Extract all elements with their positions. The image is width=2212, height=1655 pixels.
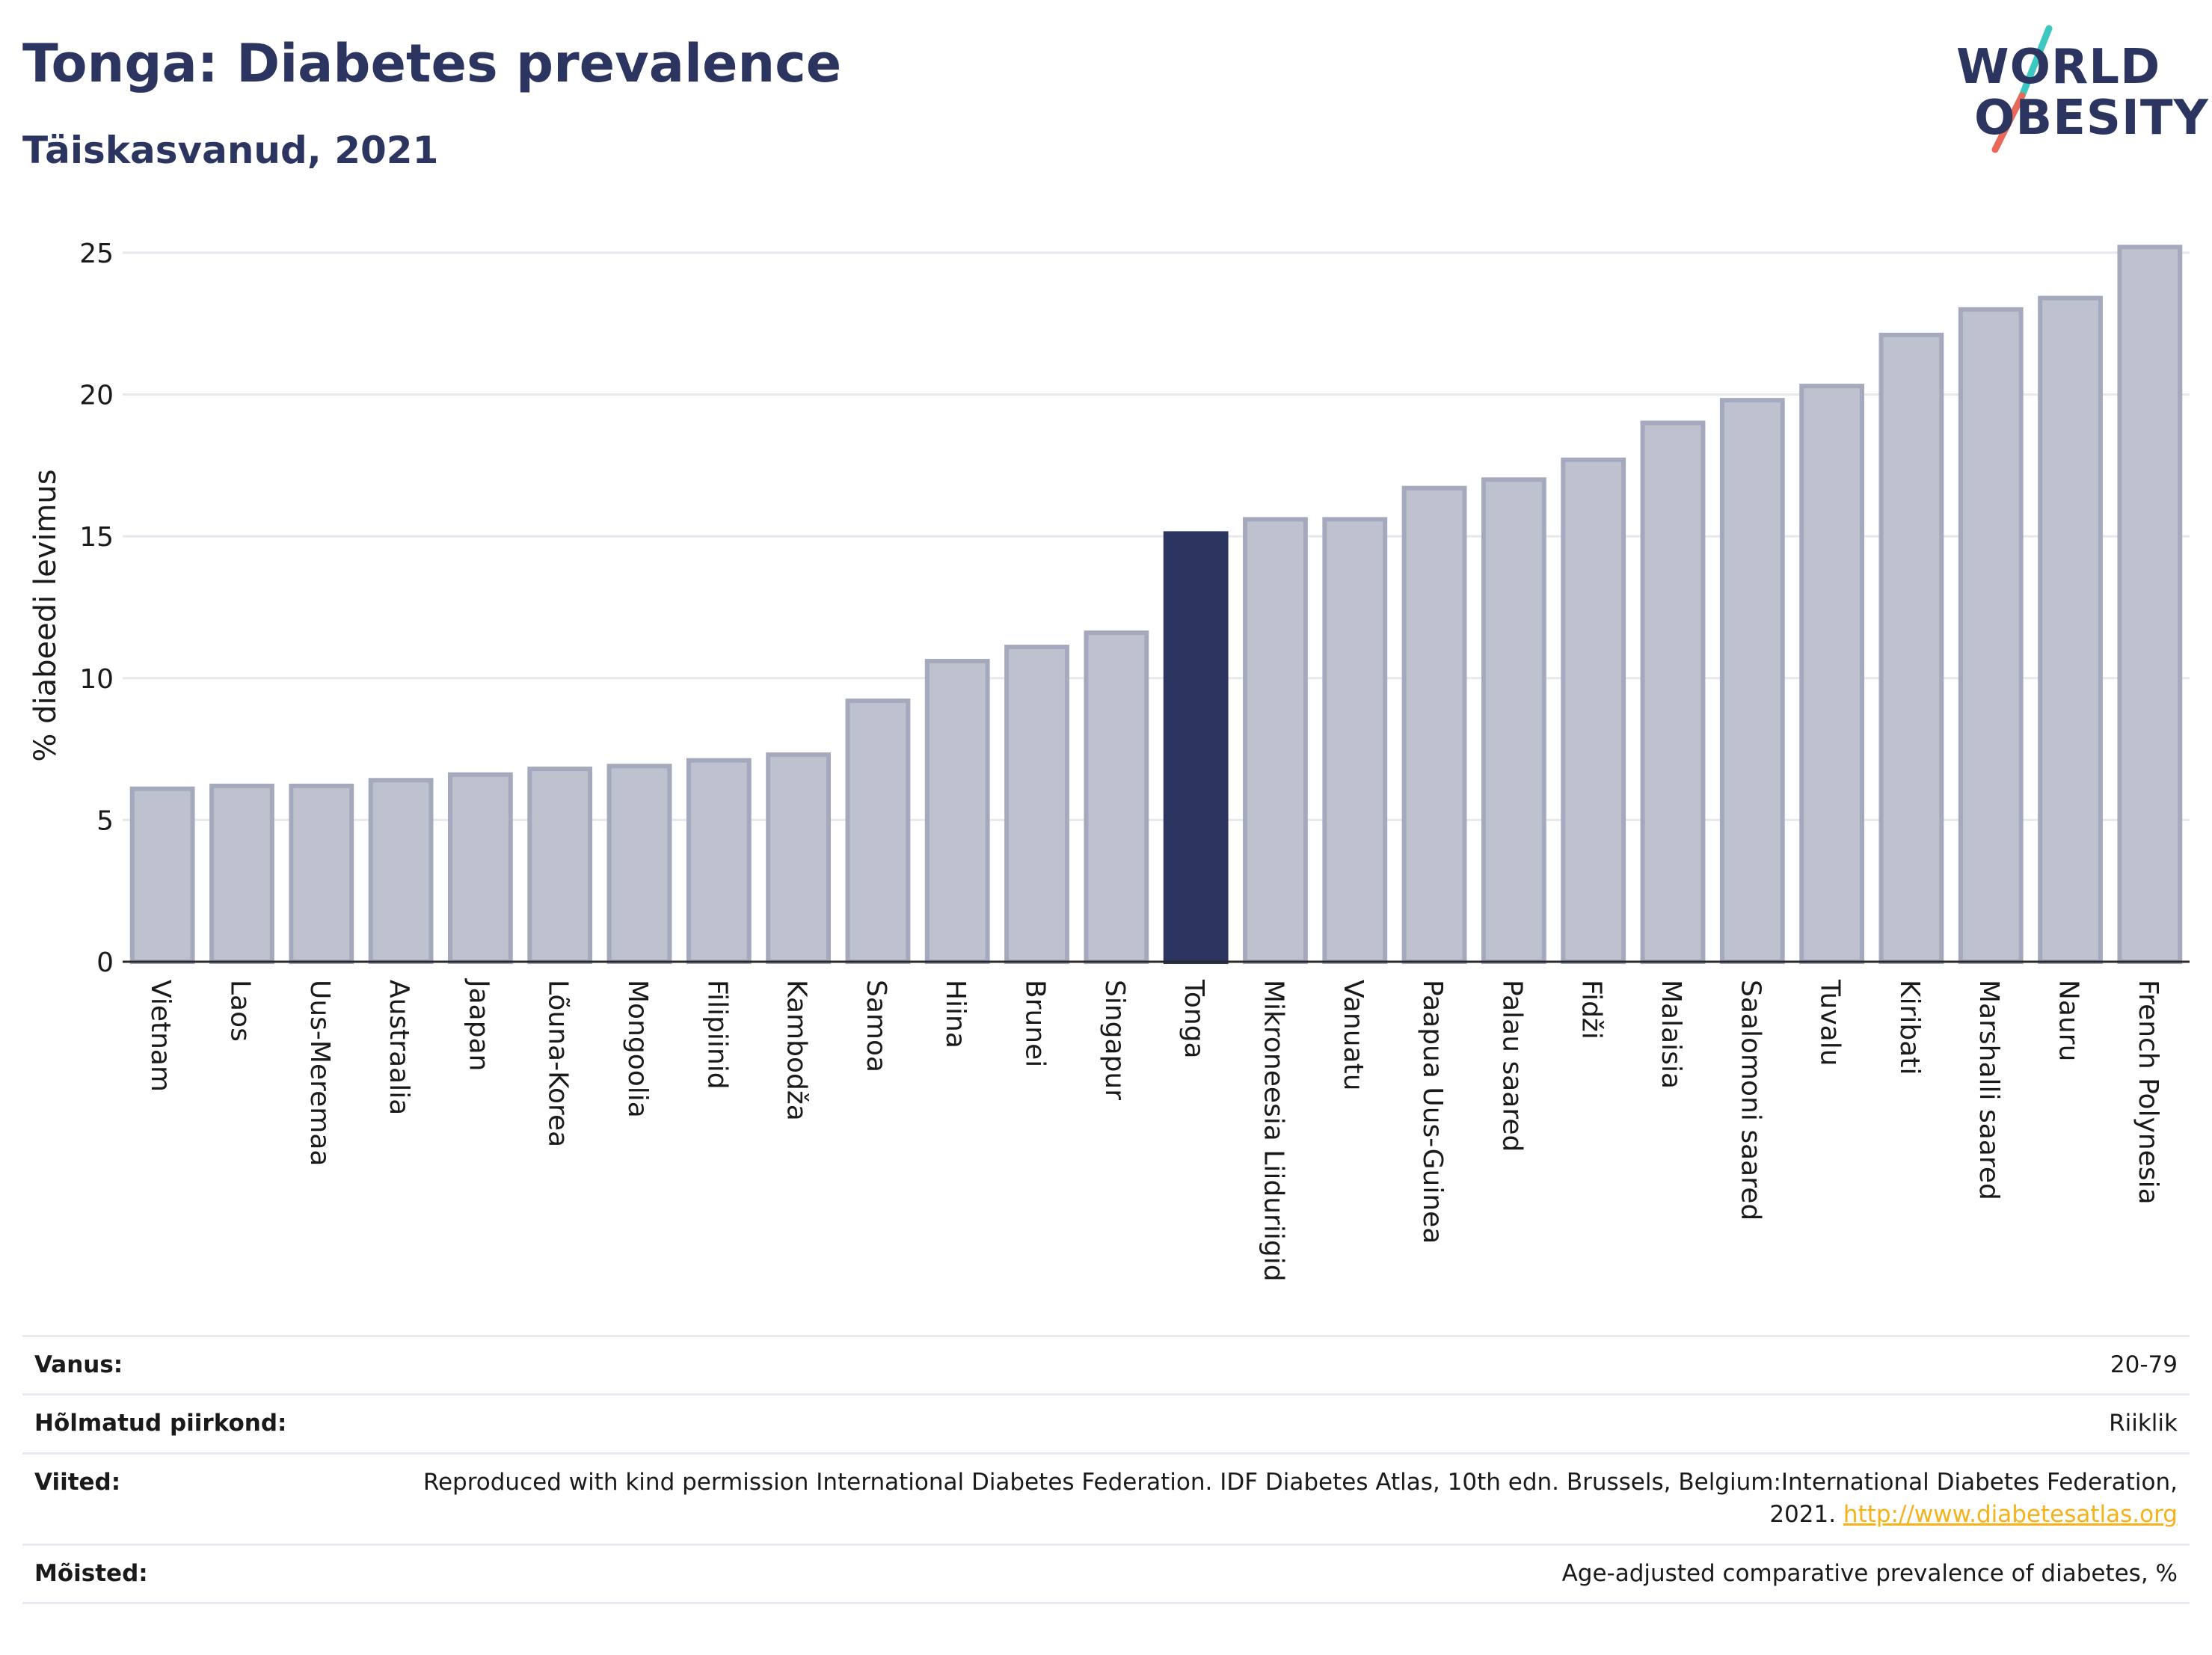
y-tick-label: 10 bbox=[79, 664, 114, 695]
bar-kiribati[interactable] bbox=[1878, 332, 1944, 964]
bar-jaapan[interactable] bbox=[447, 772, 513, 964]
x-axis-labels: Vietnam Laos Uus-Meremaa Austraalia Jaapan Lõ… bbox=[145, 978, 2163, 1282]
bar-tonga[interactable] bbox=[1163, 531, 1229, 964]
y-axis-ticks: 0 5 10 15 20 25 bbox=[79, 239, 114, 978]
bar-nauru[interactable] bbox=[2038, 295, 2103, 965]
info-row: Viited: Reproduced with kind permission I… bbox=[22, 1452, 2190, 1545]
logo-text-obesity: OBESITY bbox=[1974, 90, 2209, 146]
logo-slash-icon bbox=[1991, 25, 2053, 153]
info-value: Reproduced with kind permission Internat… bbox=[408, 1452, 2190, 1545]
x-tick-label: Malaisia bbox=[1656, 980, 1686, 1089]
logo-text-world: WORLD bbox=[1956, 40, 2161, 95]
x-tick-label: Vietnam bbox=[145, 980, 176, 1092]
bar-fid-i[interactable] bbox=[1561, 457, 1626, 964]
info-key: Mõisted: bbox=[22, 1543, 408, 1604]
x-tick-label: Uus-Meremaa bbox=[304, 980, 335, 1166]
x-tick-label: Tuvalu bbox=[1815, 979, 1846, 1066]
bar-singapur[interactable] bbox=[1084, 630, 1149, 964]
source-link[interactable]: http://www.diabetesatlas.org bbox=[1843, 1501, 2178, 1529]
x-tick-label: Saalomoni saared bbox=[1735, 980, 1766, 1220]
x-tick-label: Filipiinid bbox=[701, 980, 732, 1090]
bar-vanuatu[interactable] bbox=[1322, 517, 1388, 964]
x-tick-label: Jaapan bbox=[463, 978, 494, 1071]
bar-kambod-a[interactable] bbox=[766, 752, 832, 965]
y-axis-title: % diabeedi levimus bbox=[28, 469, 63, 761]
x-tick-label: Fidži bbox=[1576, 980, 1607, 1040]
bar-mongoolia[interactable] bbox=[606, 764, 672, 965]
y-tick-label: 5 bbox=[96, 805, 114, 836]
chart-title: Tonga: Diabetes prevalence bbox=[22, 33, 842, 94]
bar-uus-meremaa[interactable] bbox=[289, 783, 354, 965]
bar-marshalli-saared[interactable] bbox=[1958, 307, 2024, 964]
bar-malaisia[interactable] bbox=[1640, 420, 1706, 964]
bar-palau-saared[interactable] bbox=[1481, 477, 1546, 964]
info-row: Hõlmatud piirkond: Riiklik bbox=[22, 1393, 2190, 1454]
x-tick-label: Samoa bbox=[861, 980, 891, 1072]
x-tick-label: Nauru bbox=[2053, 980, 2084, 1061]
x-tick-label: Palau saared bbox=[1496, 980, 1527, 1152]
world-obesity-logo: WORLD OBESITY bbox=[1952, 22, 2208, 157]
x-tick-label: French Polynesia bbox=[2133, 980, 2163, 1205]
info-value: Age-adjusted comparative prevalence of d… bbox=[408, 1543, 2190, 1604]
bar-samoa[interactable] bbox=[845, 698, 911, 964]
x-tick-label: Brunei bbox=[1020, 980, 1051, 1067]
info-table: Vanus: 20-79 Hõlmatud piirkond: Riiklik Viit… bbox=[22, 1334, 2190, 1604]
bar-austraalia[interactable] bbox=[368, 778, 434, 965]
bar-l-una-korea[interactable] bbox=[527, 767, 593, 964]
x-tick-label: Singapur bbox=[1099, 980, 1130, 1100]
bar-filipiinid[interactable] bbox=[686, 758, 752, 964]
bar-hiina[interactable] bbox=[924, 659, 990, 964]
x-tick-label: Kiribati bbox=[1894, 980, 1925, 1075]
x-tick-label: Mongoolia bbox=[622, 980, 653, 1118]
x-tick-label: Mikroneesia Liiduriigid bbox=[1258, 980, 1288, 1282]
x-tick-label: Kambodža bbox=[781, 980, 812, 1121]
info-key: Hõlmatud piirkond: bbox=[22, 1393, 408, 1454]
bar-mikroneesia-liiduriigid[interactable] bbox=[1243, 517, 1308, 964]
info-row: Vanus: 20-79 bbox=[22, 1334, 2190, 1395]
x-tick-label: Marshalli saared bbox=[1973, 980, 2004, 1200]
info-key: Vanus: bbox=[22, 1334, 408, 1395]
bar-tuvalu[interactable] bbox=[1799, 384, 1865, 964]
y-tick-label: 15 bbox=[79, 522, 114, 553]
bar-brunei[interactable] bbox=[1004, 645, 1069, 964]
info-key: Viited: bbox=[22, 1452, 408, 1545]
bar-chart: 0 5 10 15 20 25 Vietnam Laos Uus-Meremaa Austraa… bbox=[28, 239, 2190, 1282]
x-tick-label: Paapua Uus-Guinea bbox=[1417, 980, 1448, 1244]
bars bbox=[129, 245, 2183, 965]
bar-french-polynesia[interactable] bbox=[2117, 245, 2183, 965]
info-row: Mõisted: Age-adjusted comparative prevale… bbox=[22, 1543, 2190, 1604]
x-tick-label: Vanuatu bbox=[1338, 980, 1368, 1091]
y-tick-label: 20 bbox=[79, 381, 114, 411]
info-value: Riiklik bbox=[408, 1393, 2190, 1454]
chart-subtitle: Täiskasvanud, 2021 bbox=[22, 129, 439, 172]
info-value: 20-79 bbox=[408, 1334, 2190, 1395]
x-tick-label: Lõuna-Korea bbox=[543, 980, 574, 1147]
y-tick-label: 0 bbox=[96, 948, 114, 978]
bar-vietnam[interactable] bbox=[129, 786, 195, 964]
bar-saalomoni-saared[interactable] bbox=[1719, 398, 1785, 964]
bar-paapua-uus-guinea[interactable] bbox=[1401, 485, 1467, 964]
y-tick-label: 25 bbox=[79, 239, 114, 269]
x-tick-label: Hiina bbox=[940, 980, 971, 1048]
x-tick-label: Laos bbox=[224, 980, 255, 1042]
x-tick-label: Tonga bbox=[1179, 979, 1209, 1059]
x-tick-label: Austraalia bbox=[384, 980, 414, 1115]
bar-laos[interactable] bbox=[209, 783, 274, 965]
